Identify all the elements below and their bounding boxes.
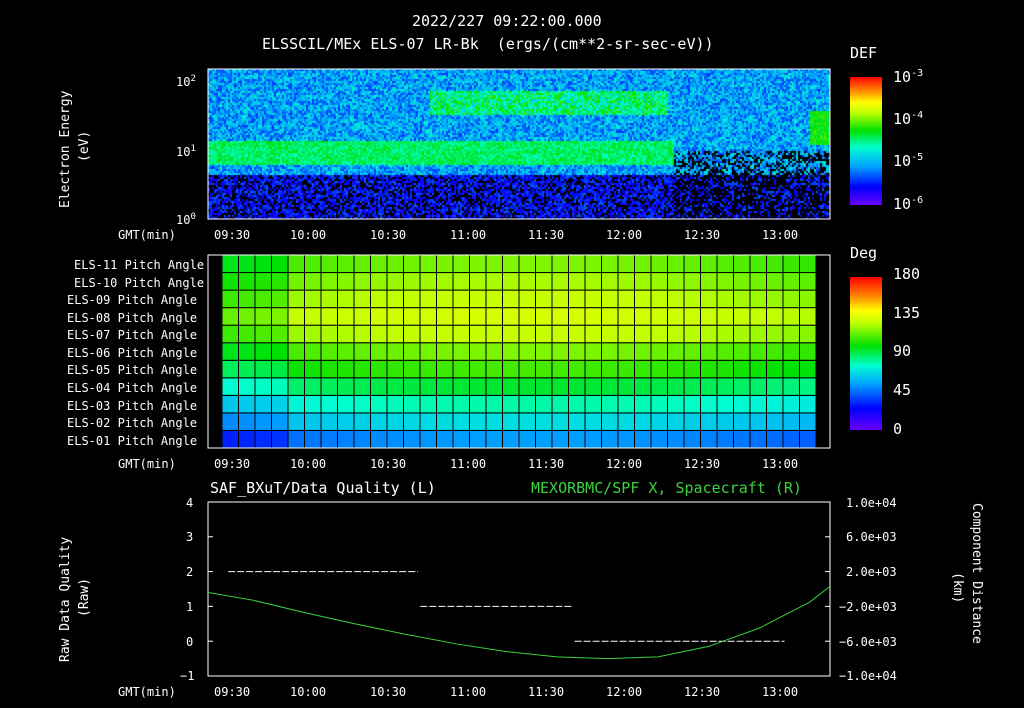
panel3-y2tick-2: 2.0e+03 [846,565,897,579]
panel3-xtick-6: 12:30 [684,685,721,699]
panel3-xtick-1: 10:00 [290,685,327,699]
panel3-y2tick-1: 6.0e+03 [846,530,897,544]
panel3-ytick-0: 0 [186,635,194,649]
panel1-xtick-4: 11:30 [528,228,565,242]
panel3-ytick-3: 3 [186,530,194,544]
colorbar-deg-label: Deg [850,244,878,262]
plot-timestamp: 2022/227 09:22:00.000 [412,12,602,30]
panel3-y2tick-3: −2.0e+03 [839,600,897,614]
panel3-y2label: Component Distance [969,503,984,644]
panel2-xtick-0: 09:30 [214,457,251,471]
panel1-xaxis-label: GMT(min) [118,228,176,242]
colorbar-def-tick-1e-5: 10-5 [893,152,924,170]
pitch-row-label-10: ELS-10 Pitch Angle [74,276,205,290]
panel2-xtick-5: 12:00 [606,457,643,471]
pitch-row-label-06: ELS-06 Pitch Angle [67,346,198,360]
panel3-xtick-5: 12:00 [606,685,643,699]
pitch-row-label-11: ELS-11 Pitch Angle [74,258,205,272]
colorbar-def [850,77,882,205]
panel2-xtick-4: 11:30 [528,457,565,471]
panel3-y2tick-4: −6.0e+03 [839,635,897,649]
colorbar-deg-tick-45: 45 [893,381,912,399]
spacecraft-x-line [207,585,831,660]
pitch-row-label-03: ELS-03 Pitch Angle [67,399,198,413]
panel2-xaxis-label: GMT(min) [118,457,176,471]
colorbar-deg-tick-180: 180 [893,265,921,283]
panel1-ytick-10: 101 [176,144,196,159]
colorbar-deg [850,277,882,430]
panel1-xtick-2: 10:30 [370,228,407,242]
panel1-xtick-7: 13:00 [762,228,799,242]
pitch-row-label-02: ELS-02 Pitch Angle [67,416,198,430]
panel1-xtick-0: 09:30 [214,228,251,242]
panel3-xtick-3: 11:00 [450,685,487,699]
panel2-xtick-3: 11:00 [450,457,487,471]
plot-subtitle: ELSSCIL/MEx ELS-07 LR-Bk (ergs/(cm**2-sr… [262,35,714,53]
panel2-xtick-1: 10:00 [290,457,327,471]
panel3-right-title: MEXORBMC/SPF X, Spacecraft (R) [531,479,802,497]
panel1-xtick-6: 12:30 [684,228,721,242]
panel3-y2tick-0: 1.0e+04 [846,496,897,510]
panel3-y2tick-5: −1.0e+04 [839,669,897,683]
colorbar-deg-tick-135: 135 [893,304,921,322]
panel3-xaxis-label: GMT(min) [118,685,176,699]
colorbar-deg-tick-90: 90 [893,342,912,360]
pitch-row-label-07: ELS-07 Pitch Angle [67,328,198,342]
panel3-ytick-2: 2 [186,565,194,579]
panel3-ytick-1: 1 [186,600,194,614]
panel3-xtick-2: 10:30 [370,685,407,699]
panel3-xtick-4: 11:30 [528,685,565,699]
pitch-row-label-04: ELS-04 Pitch Angle [67,381,198,395]
panel2-xtick-2: 10:30 [370,457,407,471]
panel3-xtick-0: 09:30 [214,685,251,699]
pitch-row-label-08: ELS-08 Pitch Angle [67,311,198,325]
panel3-y2unit: (km) [950,572,965,604]
panel3-ytick-m1: −1 [180,669,195,683]
colorbar-deg-tick-0: 0 [893,420,903,438]
colorbar-def-tick-1e-3: 10-3 [893,68,924,86]
pitch-row-label-01: ELS-01 Pitch Angle [67,434,198,448]
panel1-xtick-5: 12:00 [606,228,643,242]
colorbar-def-label: DEF [850,44,878,62]
panel1-xtick-3: 11:00 [450,228,487,242]
panel2-xtick-7: 13:00 [762,457,799,471]
panel1-xtick-1: 10:00 [290,228,327,242]
colorbar-def-tick-1e-6: 10-6 [893,195,924,213]
panel1-ytick-1: 100 [176,212,196,227]
panel3-left-title: SAF_BXuT/Data Quality (L) [210,479,436,497]
pitch-row-label-09: ELS-09 Pitch Angle [67,293,198,307]
colorbar-def-tick-1e-4: 10-4 [893,110,924,128]
panel2-xtick-6: 12:30 [684,457,721,471]
panel1-ytick-100: 102 [176,74,196,89]
panel3-xtick-7: 13:00 [762,685,799,699]
pitch-row-label-05: ELS-05 Pitch Angle [67,363,198,377]
panel3-ytick-4: 4 [186,496,194,510]
